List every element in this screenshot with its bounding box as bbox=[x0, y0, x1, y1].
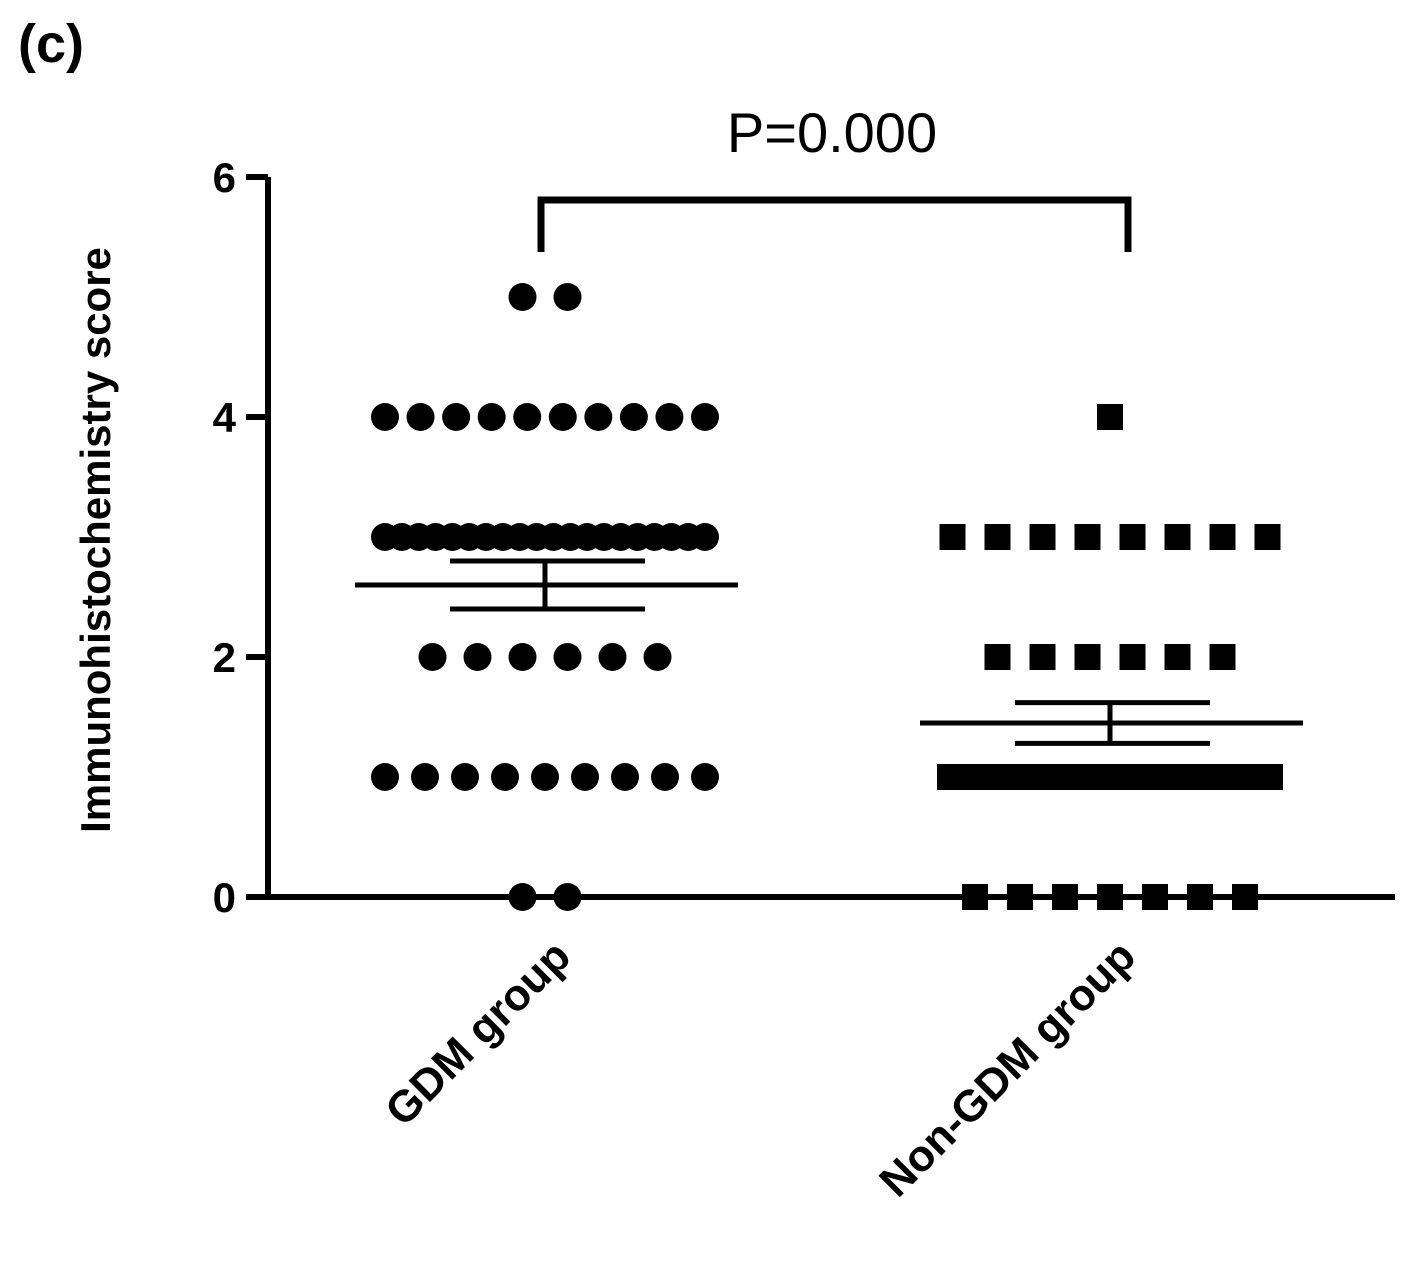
annotation: P=0.000 bbox=[727, 101, 937, 164]
data-square bbox=[1164, 644, 1191, 670]
data-dot bbox=[553, 643, 582, 671]
data-dot bbox=[598, 643, 627, 671]
data-square bbox=[1142, 884, 1168, 910]
data-square bbox=[1074, 644, 1101, 670]
data-dot bbox=[691, 523, 719, 551]
data-dot bbox=[371, 763, 399, 791]
data-dot bbox=[691, 763, 719, 791]
data-dot bbox=[691, 403, 719, 431]
data-square bbox=[939, 524, 966, 550]
data-dot bbox=[571, 763, 599, 791]
data-dot bbox=[508, 643, 537, 671]
data-dot bbox=[491, 763, 519, 791]
data-square bbox=[1119, 524, 1146, 550]
data-dot bbox=[655, 403, 684, 431]
y-tick-label: 2 bbox=[213, 634, 236, 681]
data-dot bbox=[463, 643, 492, 671]
data-dot bbox=[531, 763, 559, 791]
data-square bbox=[984, 644, 1011, 670]
data-dot bbox=[406, 403, 435, 431]
data-square bbox=[1029, 524, 1056, 550]
data-square bbox=[1074, 524, 1101, 550]
y-axis-label: Immunohistochemistry score bbox=[72, 247, 119, 833]
data-square bbox=[1187, 884, 1213, 910]
data-dot bbox=[553, 283, 582, 311]
data-dot bbox=[651, 763, 679, 791]
data-dot bbox=[611, 763, 639, 791]
data-dot bbox=[371, 403, 399, 431]
data-square bbox=[962, 884, 988, 910]
data-dot bbox=[411, 763, 439, 791]
data-dot bbox=[442, 403, 471, 431]
data-square bbox=[1029, 644, 1056, 670]
data-square bbox=[1007, 884, 1033, 910]
significance-bracket bbox=[537, 196, 1132, 252]
data-square bbox=[984, 524, 1011, 550]
data-dot bbox=[513, 403, 542, 431]
data-square bbox=[1254, 524, 1281, 550]
panel-label: (c) bbox=[18, 14, 84, 74]
x-tick-label: Non-GDM group bbox=[870, 931, 1145, 1206]
data-square bbox=[1209, 644, 1236, 670]
data-square bbox=[1119, 644, 1146, 670]
data-square bbox=[1232, 884, 1258, 910]
data-dot bbox=[619, 403, 648, 431]
data-square bbox=[1097, 884, 1123, 910]
data-dot bbox=[477, 403, 506, 431]
data-square bbox=[1164, 524, 1191, 550]
data-dot bbox=[418, 643, 447, 671]
data-square bbox=[1257, 764, 1283, 790]
y-tick-label: 6 bbox=[213, 154, 236, 201]
data-square bbox=[1052, 884, 1078, 910]
data-dot bbox=[548, 403, 577, 431]
data-dot bbox=[584, 403, 613, 431]
data-dot bbox=[643, 643, 672, 671]
data-square bbox=[1209, 524, 1236, 550]
data-square bbox=[1097, 404, 1123, 430]
data-dot bbox=[553, 883, 582, 911]
data-dot bbox=[451, 763, 479, 791]
data-dot bbox=[508, 283, 537, 311]
data-dot bbox=[508, 883, 537, 911]
y-tick-label: 0 bbox=[213, 874, 236, 921]
y-tick-label: 4 bbox=[213, 394, 237, 441]
x-tick-label: GDM group bbox=[376, 931, 580, 1135]
